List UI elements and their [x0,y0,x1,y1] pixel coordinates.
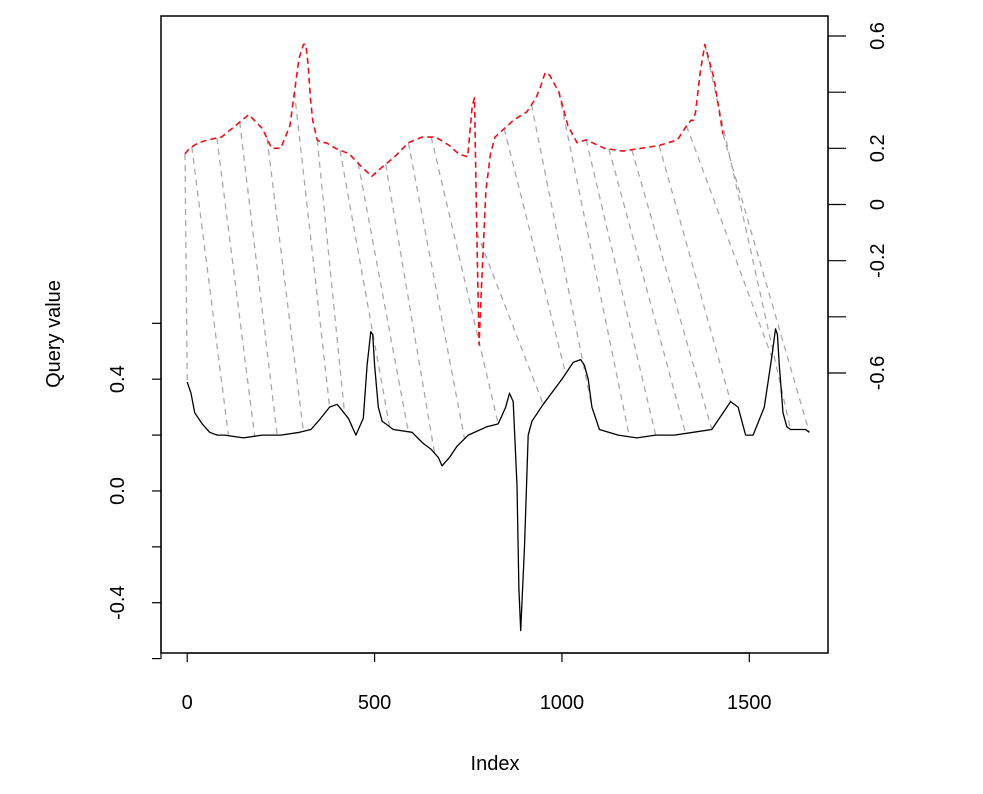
alignment-line [239,122,278,436]
alignment-line [658,145,732,402]
alignment-line [384,164,436,454]
y-right-tick-label: 0.6 [867,22,889,50]
alignment-line [191,146,230,436]
y-axis-left: -0.4 0.0 0.4 [107,322,162,660]
query-series-line [186,328,810,632]
alignment-line [339,150,391,427]
alignment-line [184,153,188,383]
y-right-tick-label: -0.6 [867,356,889,390]
alignment-line [293,92,331,408]
x-axis-title: Index [471,753,520,775]
alignment-lines [184,44,810,454]
x-tick-label: 1500 [727,692,772,714]
x-tick-label: 500 [358,692,391,714]
x-tick-label: 1000 [540,692,585,714]
y-left-tick-label: 0.0 [107,477,129,505]
y-right-tick-label: 0.2 [867,134,889,162]
y-axis-right: -0.6 -0.2 0 0.2 0.6 [827,22,889,390]
alignment-line [266,138,305,432]
y-left-tick-label: -0.4 [107,585,129,619]
alignment-line [558,92,631,437]
x-tick-label: 0 [182,692,193,714]
y-right-tick-label: 0 [867,199,889,210]
alignment-line [722,134,810,433]
alignment-line [503,128,567,374]
alignment-line [608,148,687,434]
reference-series-line [184,43,724,346]
alignment-line [530,104,593,408]
alignment-line [357,163,409,432]
alignment-line [631,149,713,430]
y-axis-title: Query value [43,280,65,388]
y-right-tick-label: -0.2 [867,243,889,277]
x-axis: 0 500 1000 1500 [182,652,772,714]
alignment-line [685,125,773,358]
alignment-line [430,136,499,425]
series-layer [184,43,810,632]
y-left-tick-label: 0.4 [107,365,129,393]
alignment-line [476,232,544,405]
alignment-line [316,139,346,414]
